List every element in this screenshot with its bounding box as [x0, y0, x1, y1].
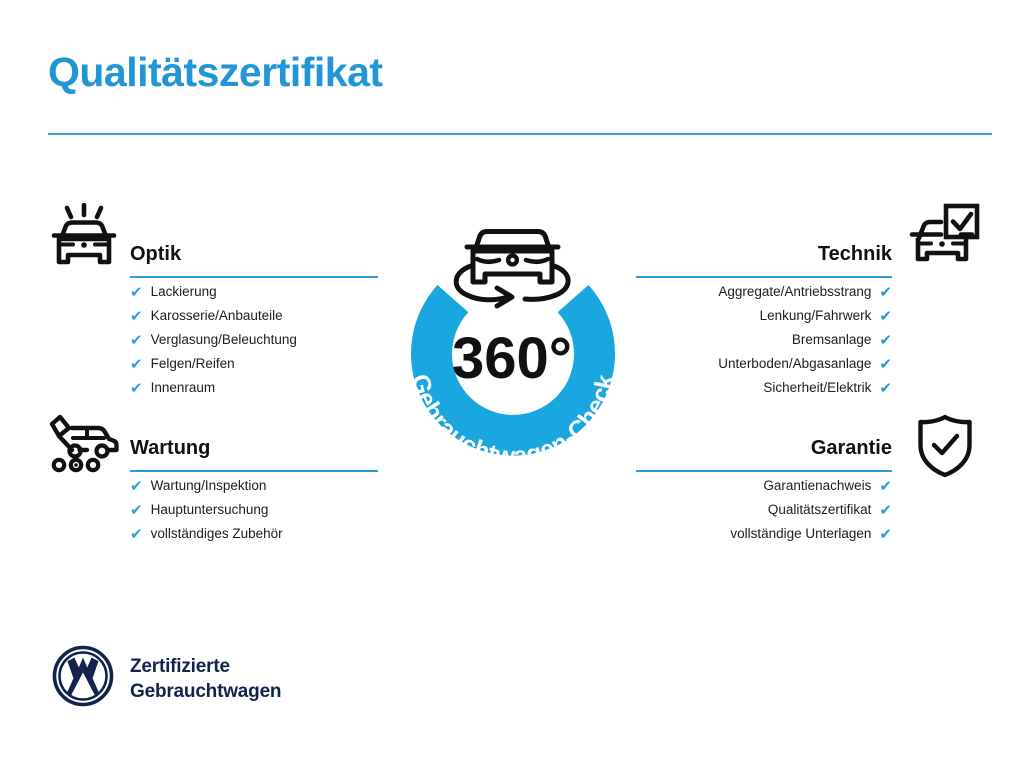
list-item-label: Unterboden/Abgasanlage: [718, 356, 872, 371]
section-optik-underline: [130, 276, 378, 278]
list-item-label: Garantienachweis: [763, 478, 872, 493]
section-technik: Technik Aggregate/Antriebsstrang ✔ Lenkun…: [636, 240, 892, 400]
list-item-label: Felgen/Reifen: [150, 356, 235, 371]
list-item: vollständige Unterlagen ✔: [636, 522, 892, 546]
list-item-label: vollständiges Zubehör: [150, 526, 283, 541]
section-garantie-header: Garantie: [636, 434, 892, 474]
volkswagen-logo: [52, 645, 114, 712]
list-item: Sicherheit/Elektrik ✔: [636, 376, 892, 400]
car-front-shine-icon: [46, 202, 122, 280]
list-item: ✔ Karosserie/Anbauteile: [130, 304, 378, 328]
section-technik-underline: [636, 276, 892, 278]
section-garantie-list: Garantienachweis ✔ Qualitätszertifikat ✔ v…: [636, 474, 892, 546]
list-item-label: Lenkung/Fahrwerk: [759, 308, 872, 323]
ring-shape: [411, 285, 615, 456]
section-optik-title: Optik: [130, 243, 182, 265]
check-icon: ✔: [130, 477, 143, 495]
badge-degrees-label: 360°: [452, 326, 572, 391]
check-icon: ✔: [879, 525, 892, 543]
check-icon: ✔: [130, 307, 143, 325]
section-wartung-header: Wartung: [130, 434, 378, 474]
list-item: Unterboden/Abgasanlage ✔: [636, 352, 892, 376]
list-item: ✔ vollständiges Zubehör: [130, 522, 378, 546]
check-icon: ✔: [130, 331, 143, 349]
list-item-label: Aggregate/Antriebsstrang: [718, 284, 872, 299]
footer-brand: Zertifizierte Gebrauchtwagen: [52, 645, 282, 712]
check-icon: ✔: [130, 501, 143, 519]
list-item: ✔ Innenraum: [130, 376, 378, 400]
list-item: Aggregate/Antriebsstrang ✔: [636, 280, 892, 304]
check-icon: ✔: [130, 355, 143, 373]
360-check-badge: Gebrauchtwagen-Check 360°: [375, 196, 650, 496]
list-item: ✔ Verglasung/Beleuchtung: [130, 328, 378, 352]
section-optik: Optik ✔ Lackierung ✔ Karosserie/Anbauteile…: [130, 240, 378, 400]
check-icon: ✔: [879, 477, 892, 495]
list-item: ✔ Felgen/Reifen: [130, 352, 378, 376]
footer-line-1: Zertifizierte: [130, 655, 230, 677]
section-wartung: Wartung ✔ Wartung/Inspektion ✔ Hauptunters…: [130, 434, 378, 546]
page-title: Qualitätszertifikat: [48, 49, 383, 95]
list-item-label: Bremsanlage: [791, 332, 872, 347]
check-icon: ✔: [879, 331, 892, 349]
check-icon: ✔: [130, 525, 143, 543]
section-wartung-title: Wartung: [130, 437, 211, 459]
section-wartung-list: ✔ Wartung/Inspektion ✔ Hauptuntersuchung ✔…: [130, 474, 378, 546]
list-item: ✔ Lackierung: [130, 280, 378, 304]
car-front-rotate-icon: [453, 229, 571, 309]
footer-line-2: Gebrauchtwagen: [130, 680, 282, 702]
list-item: ✔ Wartung/Inspektion: [130, 474, 378, 498]
list-item: Bremsanlage ✔: [636, 328, 892, 352]
list-item-label: Lackierung: [150, 284, 217, 299]
section-optik-list: ✔ Lackierung ✔ Karosserie/Anbauteile ✔ Verg…: [130, 280, 378, 400]
section-garantie-title: Garantie: [810, 437, 892, 459]
list-item: Garantienachweis ✔: [636, 474, 892, 498]
check-icon: ✔: [879, 379, 892, 397]
list-item-label: Karosserie/Anbauteile: [150, 308, 283, 323]
check-icon: ✔: [130, 283, 143, 301]
list-item-label: Innenraum: [150, 380, 216, 395]
shield-check-icon: [916, 414, 974, 483]
section-garantie-underline: [636, 470, 892, 472]
list-item-label: Wartung/Inspektion: [150, 478, 267, 493]
title-divider: [48, 133, 992, 135]
car-oil-service-icon: [46, 414, 122, 481]
check-icon: ✔: [879, 283, 892, 301]
list-item: ✔ Hauptuntersuchung: [130, 498, 378, 522]
section-wartung-underline: [130, 470, 378, 472]
section-technik-header: Technik: [636, 240, 892, 280]
footer-brand-text: Zertifizierte Gebrauchtwagen: [130, 654, 282, 704]
section-optik-header: Optik: [130, 240, 378, 280]
section-technik-title: Technik: [817, 243, 892, 265]
list-item-label: Verglasung/Beleuchtung: [150, 332, 297, 347]
list-item: Lenkung/Fahrwerk ✔: [636, 304, 892, 328]
list-item-label: Qualitätszertifikat: [767, 502, 872, 517]
list-item-label: vollständige Unterlagen: [730, 526, 872, 541]
check-icon: ✔: [879, 501, 892, 519]
list-item-label: Hauptuntersuchung: [150, 502, 269, 517]
list-item-label: Sicherheit/Elektrik: [763, 380, 872, 395]
car-front-checkbox-icon: [908, 203, 980, 274]
check-icon: ✔: [879, 355, 892, 373]
list-item: Qualitätszertifikat ✔: [636, 498, 892, 522]
check-icon: ✔: [130, 379, 143, 397]
check-icon: ✔: [879, 307, 892, 325]
section-technik-list: Aggregate/Antriebsstrang ✔ Lenkung/Fahrwe…: [636, 280, 892, 400]
section-garantie: Garantie Garantienachweis ✔ Qualitätszert…: [636, 434, 892, 546]
